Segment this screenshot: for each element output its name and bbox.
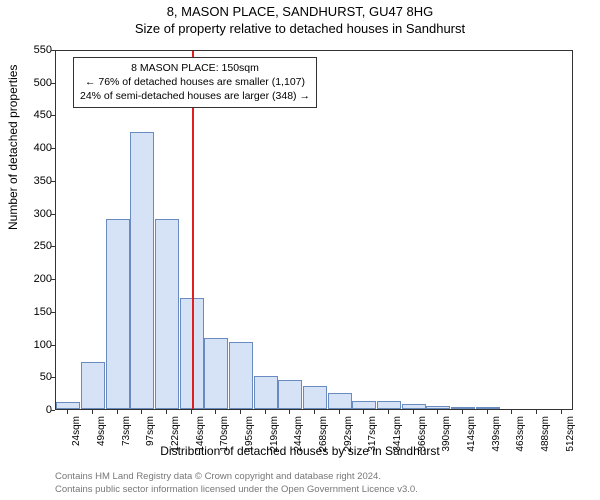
title-sub: Size of property relative to detached ho… bbox=[0, 19, 600, 36]
x-tick-mark bbox=[67, 410, 68, 414]
histogram-bar bbox=[377, 401, 401, 409]
x-tick-label: 73sqm bbox=[121, 416, 132, 446]
annotation-line-2: ← 76% of detached houses are smaller (1,… bbox=[80, 75, 310, 89]
y-tick-label: 250 bbox=[34, 240, 52, 252]
y-tick-label: 450 bbox=[34, 109, 52, 121]
x-tick-mark bbox=[314, 410, 315, 414]
histogram-bar bbox=[278, 380, 302, 409]
x-tick-mark bbox=[561, 410, 562, 414]
histogram-bar bbox=[352, 401, 376, 409]
x-tick-mark bbox=[92, 410, 93, 414]
x-tick-mark bbox=[141, 410, 142, 414]
x-tick-mark bbox=[487, 410, 488, 414]
histogram-bar bbox=[303, 386, 327, 409]
x-tick-mark bbox=[462, 410, 463, 414]
histogram-bar bbox=[254, 376, 278, 409]
histogram-bar bbox=[426, 406, 450, 409]
y-tick-label: 100 bbox=[34, 339, 52, 351]
x-tick-mark bbox=[117, 410, 118, 414]
y-tick-label: 350 bbox=[34, 175, 52, 187]
x-tick-mark bbox=[240, 410, 241, 414]
y-tick-label: 400 bbox=[34, 142, 52, 154]
x-tick-mark bbox=[388, 410, 389, 414]
x-tick-mark bbox=[166, 410, 167, 414]
histogram-bar bbox=[106, 219, 130, 409]
histogram-bar bbox=[81, 362, 105, 409]
histogram-bar bbox=[402, 404, 426, 409]
histogram-bar bbox=[56, 402, 80, 409]
footer-line-1: Contains HM Land Registry data © Crown c… bbox=[55, 471, 418, 484]
figure-container: 8, MASON PLACE, SANDHURST, GU47 8HG Size… bbox=[0, 0, 600, 500]
histogram-bar bbox=[328, 393, 352, 409]
annotation-box: 8 MASON PLACE: 150sqm ← 76% of detached … bbox=[73, 57, 317, 108]
x-tick-mark bbox=[191, 410, 192, 414]
chart-plot-area: 8 MASON PLACE: 150sqm ← 76% of detached … bbox=[55, 50, 573, 410]
title-main: 8, MASON PLACE, SANDHURST, GU47 8HG bbox=[0, 0, 600, 19]
y-tick-label: 500 bbox=[34, 77, 52, 89]
y-tick-label: 200 bbox=[34, 273, 52, 285]
x-tick-mark bbox=[289, 410, 290, 414]
y-axis-label: Number of detached properties bbox=[6, 65, 20, 230]
y-tick-label: 550 bbox=[34, 44, 52, 56]
x-tick-mark bbox=[265, 410, 266, 414]
x-tick-label: 49sqm bbox=[96, 416, 107, 446]
y-tick-label: 150 bbox=[34, 306, 52, 318]
x-tick-mark bbox=[339, 410, 340, 414]
histogram-bar bbox=[476, 407, 500, 409]
histogram-bar bbox=[204, 338, 228, 409]
annotation-line-3: 24% of semi-detached houses are larger (… bbox=[80, 89, 310, 103]
x-tick-mark bbox=[536, 410, 537, 414]
x-tick-mark bbox=[437, 410, 438, 414]
histogram-bar bbox=[155, 219, 179, 409]
x-tick-mark bbox=[413, 410, 414, 414]
histogram-bar bbox=[229, 342, 253, 409]
x-tick-label: 24sqm bbox=[71, 416, 82, 446]
x-axis-label: Distribution of detached houses by size … bbox=[0, 444, 600, 458]
x-tick-label: 97sqm bbox=[145, 416, 156, 446]
x-tick-mark bbox=[363, 410, 364, 414]
footer-attribution: Contains HM Land Registry data © Crown c… bbox=[55, 471, 418, 497]
x-tick-mark bbox=[511, 410, 512, 414]
footer-line-2: Contains public sector information licen… bbox=[55, 484, 418, 497]
annotation-line-1: 8 MASON PLACE: 150sqm bbox=[80, 61, 310, 75]
histogram-bar bbox=[130, 132, 154, 409]
y-tick-mark bbox=[51, 410, 55, 411]
y-tick-label: 300 bbox=[34, 208, 52, 220]
x-tick-mark bbox=[215, 410, 216, 414]
histogram-bar bbox=[451, 407, 475, 409]
